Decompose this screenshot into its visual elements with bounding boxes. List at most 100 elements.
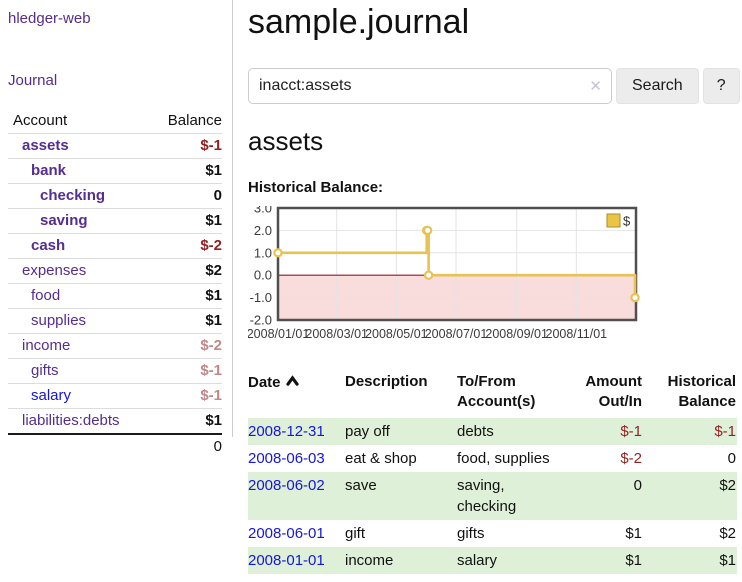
transaction-description: pay off <box>345 423 390 440</box>
transaction-accounts: salary <box>457 552 498 569</box>
register-row: 2008-06-03 eat & shop food, supplies $-2 0 <box>248 445 737 472</box>
column-header-amount: Amount Out/In <box>585 373 642 410</box>
total-balance: 0 <box>213 438 222 455</box>
svg-text:1.0: 1.0 <box>254 245 272 260</box>
sidebar-item-journal[interactable]: Journal <box>8 72 58 89</box>
transaction-date-cell: 2008-12-31 <box>248 418 345 445</box>
account-balance: $-1 <box>200 387 222 404</box>
account-balance: $1 <box>205 212 222 229</box>
transaction-date-link[interactable]: 2008-12-31 <box>248 423 325 440</box>
account-table-header: Account Balance <box>8 110 222 133</box>
account-balance-table: Account Balance assets $-1 bank $1 checking 0… <box>8 110 222 459</box>
search-button[interactable]: Search <box>616 68 699 104</box>
balance-chart-svg: 3.0 2.0 1.0 0.0 -1.0 -2.02008/01/012008/03/01… <box>247 201 640 341</box>
transaction-balance: 0 <box>727 450 736 467</box>
account-balance: $1 <box>205 412 222 429</box>
column-header-description: Description <box>345 373 428 390</box>
transaction-accounts: food, supplies <box>457 450 550 467</box>
register-row: 2008-06-02 save saving, checking 0 $2 <box>248 472 737 520</box>
sidebar-account-link[interactable]: assets <box>22 137 69 154</box>
sidebar-account-row: saving $1 <box>8 208 222 233</box>
sidebar-account-row: gifts $-1 <box>8 358 222 383</box>
sidebar-account-row: supplies $1 <box>8 308 222 333</box>
sidebar-account-link[interactable]: expenses <box>22 262 87 279</box>
sidebar-account-link[interactable]: liabilities:debts <box>22 412 120 429</box>
sidebar-account-link[interactable]: gifts <box>31 362 59 379</box>
column-header-balance: Historical Balance <box>667 373 736 410</box>
sidebar: hledger-web Journal Account Balance asse… <box>0 0 233 455</box>
account-total-row: 0 <box>8 433 222 459</box>
transaction-date-cell: 2008-06-03 <box>248 445 345 472</box>
svg-text:$: $ <box>623 214 631 229</box>
transaction-balance: $1 <box>719 552 736 569</box>
transaction-balance: $-1 <box>714 423 736 440</box>
sidebar-account-row: assets $-1 <box>8 133 222 158</box>
register-row: 2008-06-01 gift gifts $1 $2 <box>248 520 737 547</box>
transaction-date-link[interactable]: 2008-06-01 <box>248 525 325 542</box>
transaction-description: eat & shop <box>345 450 417 467</box>
svg-text:0.0: 0.0 <box>254 268 272 283</box>
search-box: ✕ <box>248 68 612 104</box>
transaction-date-link[interactable]: 2008-06-03 <box>248 450 325 467</box>
help-button[interactable]: ? <box>702 68 740 104</box>
transaction-date-link[interactable]: 2008-01-01 <box>248 552 325 569</box>
register-table: Date Description To/From Account(s) Amou… <box>248 370 737 574</box>
transaction-amount: 0 <box>633 477 642 494</box>
brand-link[interactable]: hledger-web <box>8 10 91 27</box>
account-balance: 0 <box>213 187 222 204</box>
transaction-amount: $-1 <box>620 423 642 440</box>
svg-text:2008/03/01: 2008/03/01 <box>305 327 368 341</box>
transaction-date-cell: 2008-06-02 <box>248 472 345 520</box>
register-row: 2008-12-31 pay off debts $-1 $-1 <box>248 418 737 445</box>
sidebar-account-row: bank $1 <box>8 158 222 183</box>
sidebar-account-link[interactable]: saving <box>40 212 88 229</box>
sidebar-account-row: liabilities:debts $1 <box>8 408 222 433</box>
sidebar-account-row: food $1 <box>8 283 222 308</box>
svg-text:2008/05/01: 2008/05/01 <box>365 327 428 341</box>
transaction-balance: $2 <box>719 477 736 494</box>
sort-asc-icon <box>285 372 299 392</box>
svg-text:2008/07/01: 2008/07/01 <box>425 327 488 341</box>
sidebar-account-row: cash $-2 <box>8 233 222 258</box>
search-bar: ✕ Search ? <box>248 68 742 104</box>
account-column-header: Account <box>13 112 68 129</box>
transaction-date-link[interactable]: 2008-06-02 <box>248 477 325 494</box>
sidebar-account-link[interactable]: supplies <box>31 312 87 329</box>
historical-balance-label: Historical Balance: <box>248 179 384 196</box>
column-header-date[interactable]: Date <box>248 370 345 418</box>
svg-text:-2.0: -2.0 <box>250 313 272 328</box>
sidebar-account-link[interactable]: bank <box>31 162 67 179</box>
register-rows: 2008-12-31 pay off debts $-1 $-1 2008-06-03 ea… <box>248 418 737 574</box>
sidebar-account-link[interactable]: food <box>31 287 61 304</box>
search-input[interactable] <box>249 77 611 95</box>
svg-text:2008/01/01: 2008/01/01 <box>248 327 309 341</box>
sidebar-account-link[interactable]: checking <box>40 187 106 204</box>
sidebar-account-link[interactable]: income <box>22 337 71 354</box>
transaction-accounts: debts <box>457 423 494 440</box>
svg-text:2008/11/01: 2008/11/01 <box>546 327 608 341</box>
transaction-amount: $-2 <box>620 450 642 467</box>
clear-search-icon[interactable]: ✕ <box>589 78 602 95</box>
main-content: sample.journal ✕ Search ? assets Histori… <box>233 0 742 574</box>
transaction-description: gift <box>345 525 366 542</box>
column-header-accounts: To/From Account(s) <box>457 373 536 410</box>
account-balance: $-1 <box>200 137 222 154</box>
transaction-description: income <box>345 552 394 569</box>
transaction-balance: $2 <box>719 525 736 542</box>
account-balance: $1 <box>205 287 222 304</box>
transaction-description: save <box>345 477 377 494</box>
svg-text:2.0: 2.0 <box>254 223 272 238</box>
account-balance: $-1 <box>200 362 222 379</box>
svg-text:3.0: 3.0 <box>254 206 272 216</box>
sidebar-account-row: expenses $2 <box>8 258 222 283</box>
balance-column-header: Balance <box>167 112 222 129</box>
transaction-amount: $1 <box>625 525 642 542</box>
historical-balance-chart: 3.0 2.0 1.0 0.0 -1.0 -2.0 2008/01/01 2008/03/01… <box>247 201 742 350</box>
sidebar-account-link[interactable]: cash <box>31 237 66 254</box>
transaction-date-cell: 2008-06-01 <box>248 520 345 547</box>
register-header-row: Date Description To/From Account(s) Amou… <box>248 370 737 418</box>
account-balance: $1 <box>205 162 222 179</box>
sidebar-account-row: income $-2 <box>8 333 222 358</box>
sidebar-account-link[interactable]: salary <box>31 387 72 404</box>
